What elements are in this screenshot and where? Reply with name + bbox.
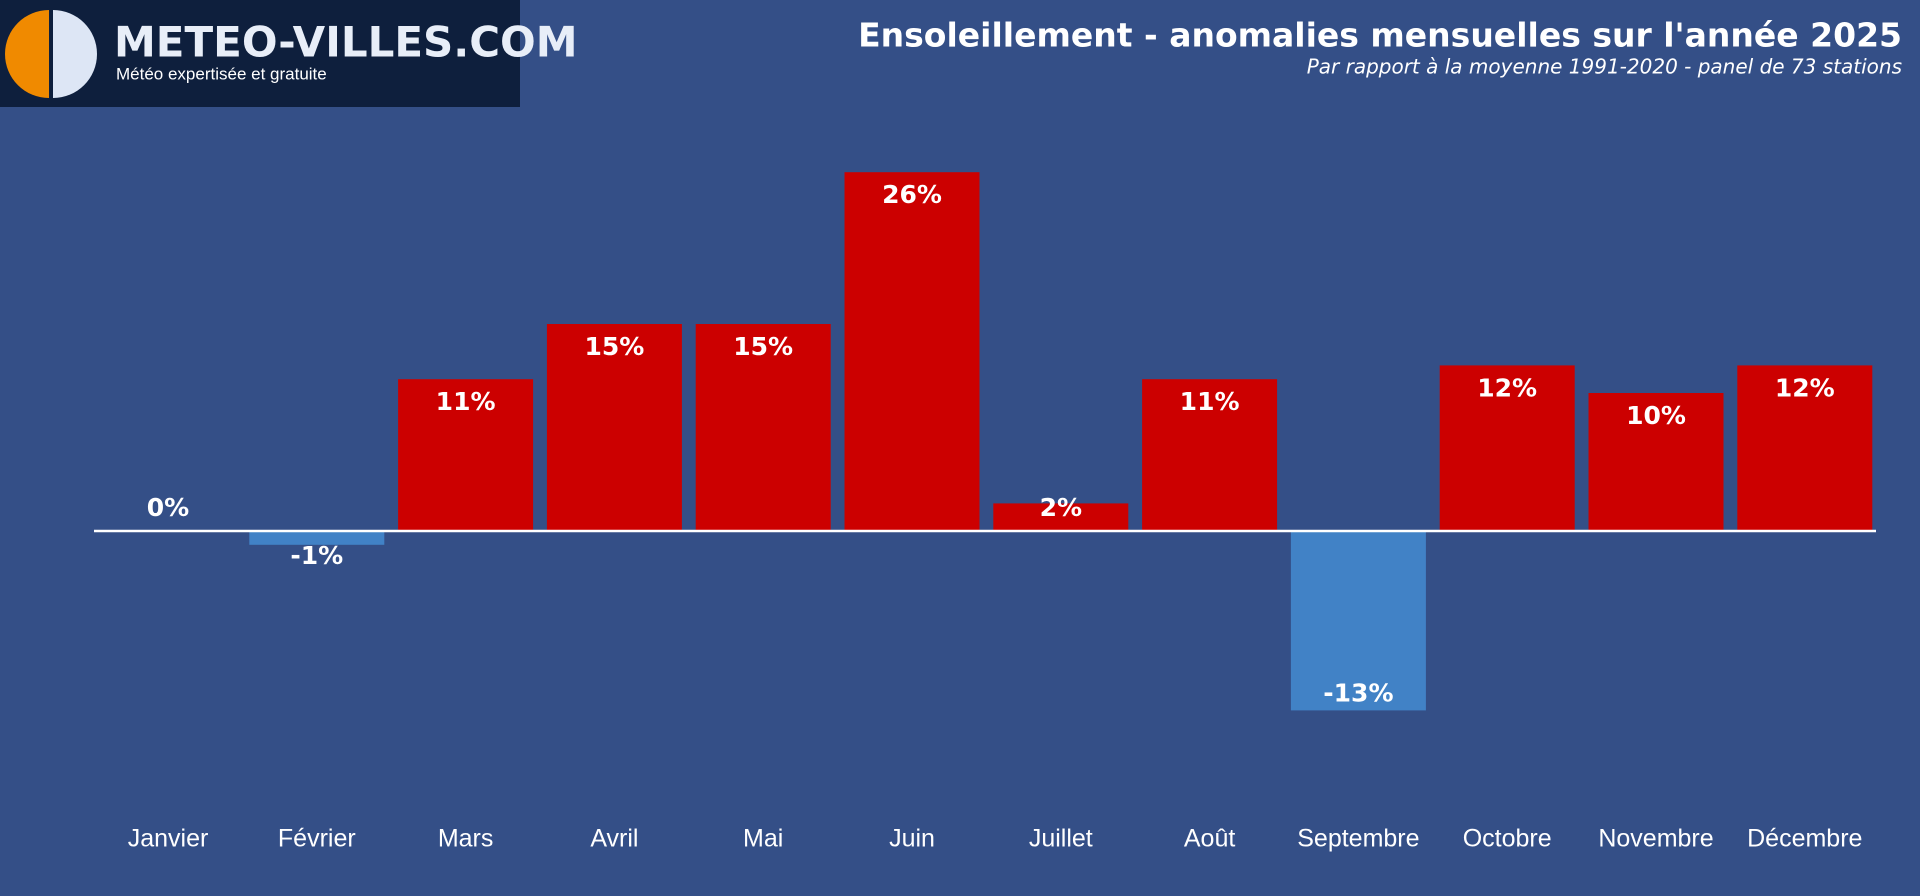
bar (1737, 365, 1873, 531)
bar (1290, 531, 1426, 711)
value-label: 12% (1477, 373, 1537, 402)
chart-subtitle: Par rapport à la moyenne 1991-2020 - pan… (1307, 55, 1902, 79)
x-tick-label: Octobre (1463, 825, 1552, 853)
value-label: 15% (584, 332, 644, 361)
bar (1142, 379, 1278, 531)
bar (249, 531, 385, 545)
value-label: 11% (1180, 387, 1240, 416)
logo-moon (53, 10, 97, 98)
value-label: 15% (733, 332, 793, 361)
bar (1588, 393, 1724, 531)
bar (844, 172, 980, 531)
x-tick-label: Mai (743, 825, 783, 853)
bar (546, 324, 682, 531)
x-tick-label: Janvier (128, 825, 209, 853)
x-tick-label: Juin (889, 825, 935, 853)
bar (695, 324, 831, 531)
bar (398, 379, 534, 531)
x-tick-label: Septembre (1297, 825, 1419, 853)
value-label: 0% (147, 493, 189, 522)
chart-title: Ensoleillement - anomalies mensuelles su… (858, 16, 1902, 55)
x-tick-label: Décembre (1747, 825, 1862, 853)
logo: METEO-VILLES.COM Météo expertisée et gra… (0, 0, 578, 107)
x-tick-label: Août (1184, 825, 1235, 853)
value-label: 2% (1040, 493, 1082, 522)
value-label: 12% (1775, 373, 1835, 402)
logo-tagline: Météo expertisée et gratuite (116, 64, 327, 83)
bar (1439, 365, 1575, 531)
bar (993, 503, 1129, 531)
value-label: -13% (1323, 678, 1393, 707)
x-tick-label: Avril (590, 825, 638, 853)
x-tick-label: Juillet (1029, 825, 1093, 853)
x-tick-label: Novembre (1598, 825, 1713, 853)
value-label: 11% (436, 387, 496, 416)
x-tick-label: Mars (438, 825, 494, 853)
value-label: 10% (1626, 401, 1686, 430)
value-label: -1% (290, 541, 343, 570)
logo-sun (5, 10, 49, 98)
value-label: 26% (882, 180, 942, 209)
logo-name: METEO-VILLES.COM (114, 18, 578, 67)
x-tick-label: Février (278, 825, 356, 853)
